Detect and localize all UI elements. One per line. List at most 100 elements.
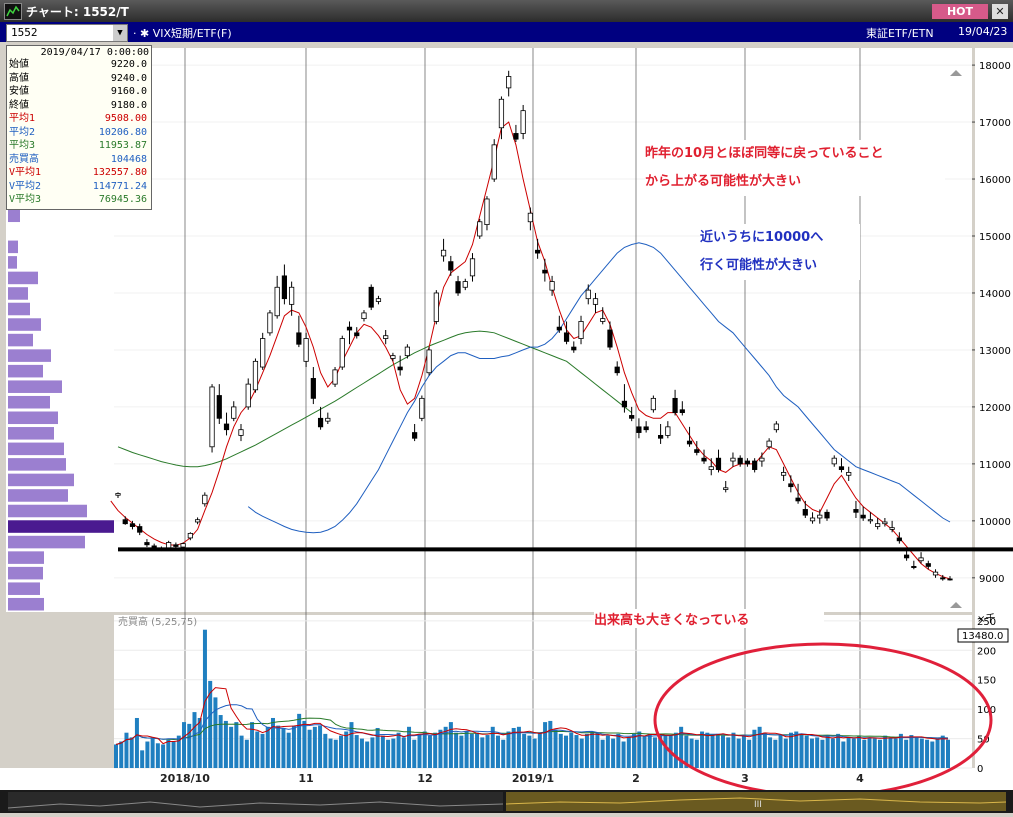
volume-bar xyxy=(862,739,867,768)
volume-bar xyxy=(302,720,307,768)
volume-bar xyxy=(647,733,652,768)
candle-body xyxy=(752,460,758,470)
volume-profile-bar xyxy=(8,551,44,564)
svg-text:III: III xyxy=(754,800,762,810)
volume-bar xyxy=(511,727,516,768)
volume-bar xyxy=(825,735,830,768)
candle-body xyxy=(665,426,671,436)
volume-bar xyxy=(359,738,364,768)
volume-bar xyxy=(914,737,919,768)
info-row-label: 始値 xyxy=(9,59,29,70)
candle-body xyxy=(882,521,888,525)
info-row-value: 9240.0 xyxy=(110,72,147,84)
volume-bar xyxy=(616,733,621,768)
volume-bar xyxy=(213,697,218,768)
volume-bar xyxy=(192,712,197,768)
info-row-label: 高値 xyxy=(9,72,29,84)
candle-body xyxy=(194,519,201,523)
close-button[interactable]: ✕ xyxy=(992,4,1008,19)
volume-profile-bar xyxy=(8,240,18,254)
volume-bar xyxy=(260,733,265,768)
candle-body xyxy=(766,440,772,448)
x-axis-label: 2018/10 xyxy=(160,772,210,785)
candle-body xyxy=(802,509,808,516)
candle-body xyxy=(549,281,555,291)
info-row-label: V平均3 xyxy=(9,194,42,205)
volume-bar xyxy=(380,735,385,768)
candle-body xyxy=(520,110,526,134)
price-tick-label: 10000 xyxy=(979,517,1011,528)
candle-body xyxy=(491,144,497,180)
volume-bar xyxy=(145,741,150,768)
overview-navigator[interactable]: III xyxy=(0,790,1013,813)
volume-bar xyxy=(323,733,328,768)
volume-bar xyxy=(747,739,752,768)
volume-bar xyxy=(893,738,898,768)
candle-body xyxy=(723,487,729,490)
volume-bar xyxy=(590,731,595,768)
volume-bar xyxy=(485,735,490,768)
candle-body xyxy=(426,349,432,374)
info-row-value: 9508.00 xyxy=(104,113,147,124)
candle-body xyxy=(918,557,924,562)
annotation-note-1-line-2: から上がる可能性が大きい xyxy=(645,174,802,189)
volume-tick-label: 200 xyxy=(977,646,996,657)
volume-bar xyxy=(768,737,773,768)
volume-profile-bar xyxy=(8,302,30,316)
x-axis-label: 2019/1 xyxy=(512,772,554,785)
candle-body xyxy=(846,472,852,476)
volume-bar xyxy=(396,732,401,768)
volume-bar xyxy=(438,729,443,768)
candle-body xyxy=(860,514,866,519)
candle-body xyxy=(809,517,816,522)
candle-body xyxy=(889,527,895,530)
hot-button[interactable]: HOT xyxy=(932,4,988,19)
candle-body xyxy=(209,386,215,448)
volume-bar xyxy=(370,737,375,768)
candle-body xyxy=(925,563,931,567)
volume-bar xyxy=(339,735,344,768)
price-tick-label: 16000 xyxy=(979,175,1011,186)
candle-body xyxy=(144,542,150,546)
price-tick-label: 12000 xyxy=(979,403,1011,414)
candle-body xyxy=(281,275,288,300)
info-row-value: 10206.80 xyxy=(98,126,147,138)
volume-bar xyxy=(919,738,924,768)
info-row: 平均3 11953.87 xyxy=(9,140,149,152)
bullet-icon: · ✱ xyxy=(133,27,153,40)
volume-profile-bar xyxy=(8,287,28,300)
annotation-note-3: 出来高も大きくなっている xyxy=(594,609,824,628)
candle-body xyxy=(650,397,656,411)
info-row-value: 132557.80 xyxy=(92,167,147,178)
volume-bar xyxy=(757,726,762,768)
symbol-value: 1552 xyxy=(11,26,38,39)
volume-bar xyxy=(119,741,124,768)
candle-body xyxy=(694,449,700,453)
volume-bar xyxy=(904,739,909,768)
candle-body xyxy=(658,434,664,439)
volume-profile-bar xyxy=(8,597,44,611)
volume-bar xyxy=(846,737,851,768)
volume-bar xyxy=(773,739,778,768)
volume-bar xyxy=(705,732,710,768)
candle-body xyxy=(817,514,823,519)
candle-body xyxy=(636,426,642,433)
scroll-up-icon xyxy=(950,70,962,76)
info-row-value: 114771.24 xyxy=(92,180,147,192)
volume-profile-bar xyxy=(8,535,85,549)
info-row-label: V平均2 xyxy=(9,180,42,192)
symbol-combo[interactable]: 1552 ▼ xyxy=(6,24,128,42)
candle-body xyxy=(296,332,302,345)
volume-bar xyxy=(506,731,511,768)
volume-bar xyxy=(946,739,950,768)
candle-body xyxy=(274,286,280,317)
volume-bar xyxy=(673,732,678,768)
volume-bar xyxy=(328,738,333,768)
volume-bar xyxy=(354,735,359,768)
candle-body xyxy=(578,321,584,339)
chevron-down-icon[interactable]: ▼ xyxy=(113,25,127,41)
volume-bar xyxy=(495,735,500,768)
volume-bar xyxy=(129,737,134,768)
market-label: 東証ETF/ETN xyxy=(866,27,934,40)
candle-body xyxy=(715,457,722,470)
